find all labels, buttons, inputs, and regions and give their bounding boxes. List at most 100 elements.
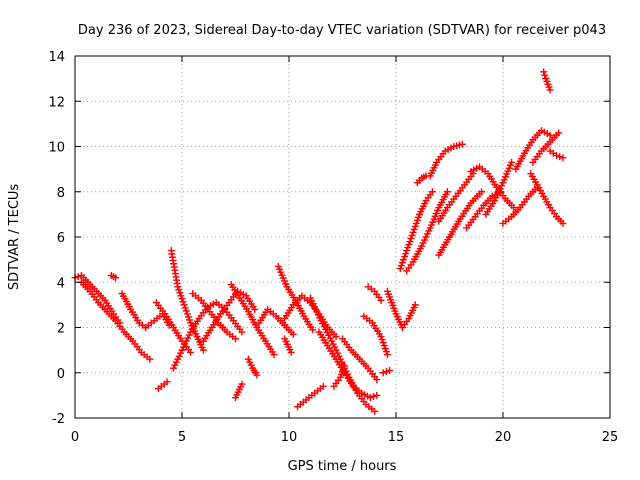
data-point (199, 346, 207, 354)
y-tick-label: 14 (48, 50, 65, 65)
data-point (289, 330, 297, 338)
data-point (559, 219, 567, 227)
series-arc-an (529, 129, 563, 166)
data-point (373, 376, 381, 384)
series-arc-v (330, 362, 349, 390)
data-point (163, 378, 171, 386)
y-tick-label: 12 (48, 95, 65, 110)
data-point (383, 351, 391, 359)
series-arc-af (435, 170, 477, 225)
series-arc-z (379, 366, 394, 377)
series-arc-j (189, 290, 239, 343)
data-point (112, 274, 120, 282)
y-axis-label: SDTVAR / TECUs (7, 184, 22, 291)
series-arc-ad (413, 172, 430, 187)
data-point (559, 154, 567, 162)
series-arc-b (77, 278, 154, 363)
data-point (253, 371, 261, 379)
data-point (238, 328, 246, 336)
x-tick-label: 15 (388, 430, 405, 445)
series-arc-ap (540, 68, 554, 94)
series-arc-m (232, 380, 246, 402)
data-point (146, 355, 154, 363)
data-point (556, 153, 564, 161)
series-arc-u (315, 328, 381, 402)
series-arc-g (154, 378, 171, 393)
chart-title: Day 236 of 2023, Sidereal Day-to-day VTE… (78, 23, 606, 38)
series-arc-am (527, 170, 567, 227)
series-arc-x (360, 312, 391, 359)
data-point (370, 393, 378, 401)
series-arc-ak (499, 183, 541, 227)
series-arc-ac (403, 188, 451, 275)
data-point (541, 71, 549, 79)
data-point (251, 305, 259, 313)
data-point (458, 140, 466, 148)
series-arc-aa (383, 287, 419, 331)
grid-lines (75, 56, 610, 418)
data-point (187, 348, 195, 356)
data-point (443, 188, 451, 196)
data-point (508, 158, 516, 166)
x-tick-label: 20 (495, 430, 512, 445)
x-tick-label: 25 (602, 430, 619, 445)
data-point (510, 204, 518, 212)
series-arc-ab (396, 188, 436, 273)
series-arc-r (281, 335, 295, 356)
y-tick-label: 6 (57, 231, 65, 246)
series-arc-al (512, 127, 554, 173)
data-point (546, 131, 554, 139)
data-point (478, 188, 486, 196)
data-point (377, 296, 385, 304)
data-point (428, 188, 436, 196)
series-arc-n (244, 355, 261, 379)
data-point (379, 369, 387, 377)
y-tick-label: 2 (57, 322, 65, 337)
y-tick-label: 8 (57, 186, 65, 201)
series-arc-o (255, 305, 297, 338)
series-arc-i (169, 299, 246, 372)
series-arc-ao (546, 147, 567, 162)
data-point (332, 333, 340, 341)
y-tick-label: 10 (48, 141, 65, 156)
x-axis-label: GPS time / hours (288, 459, 397, 474)
data-point (270, 351, 278, 359)
data-point (309, 326, 317, 334)
data-point (553, 152, 560, 160)
y-tick-label: 4 (57, 276, 65, 291)
x-tick-label: 0 (71, 430, 79, 445)
data-point (371, 407, 379, 415)
series-arc-w (339, 335, 381, 384)
axis-ticks: 0 5 10 15 20 25 -2 0 2 4 6 8 10 12 14 (48, 50, 618, 445)
data-point (366, 394, 374, 402)
data-point (386, 366, 394, 374)
data-point (74, 273, 82, 281)
data-point (238, 380, 246, 388)
y-tick-label: -2 (52, 412, 65, 427)
data-point (411, 301, 419, 309)
data-point (232, 335, 239, 343)
data-point (287, 348, 295, 356)
series-arc-y (364, 283, 385, 304)
data-point (555, 129, 563, 137)
series-arc-ag (435, 188, 486, 259)
series-arc-l (227, 281, 278, 359)
x-tick-label: 10 (281, 430, 298, 445)
series-arc-s (294, 382, 327, 411)
series-arc-ai (467, 163, 518, 212)
data-point (373, 391, 381, 399)
series-arc-aj (482, 158, 516, 218)
y-tick-label: 0 (57, 367, 65, 382)
series-arc-h (167, 247, 207, 354)
series-arc-ae (426, 140, 466, 180)
data-point (341, 362, 349, 370)
data-point (319, 382, 327, 390)
data-point (540, 68, 548, 76)
x-tick-label: 5 (178, 430, 186, 445)
series-arc-c (107, 271, 120, 282)
series-arc-d (118, 290, 150, 331)
data-point (382, 368, 390, 376)
data-point (546, 86, 554, 94)
data-points (71, 68, 567, 415)
